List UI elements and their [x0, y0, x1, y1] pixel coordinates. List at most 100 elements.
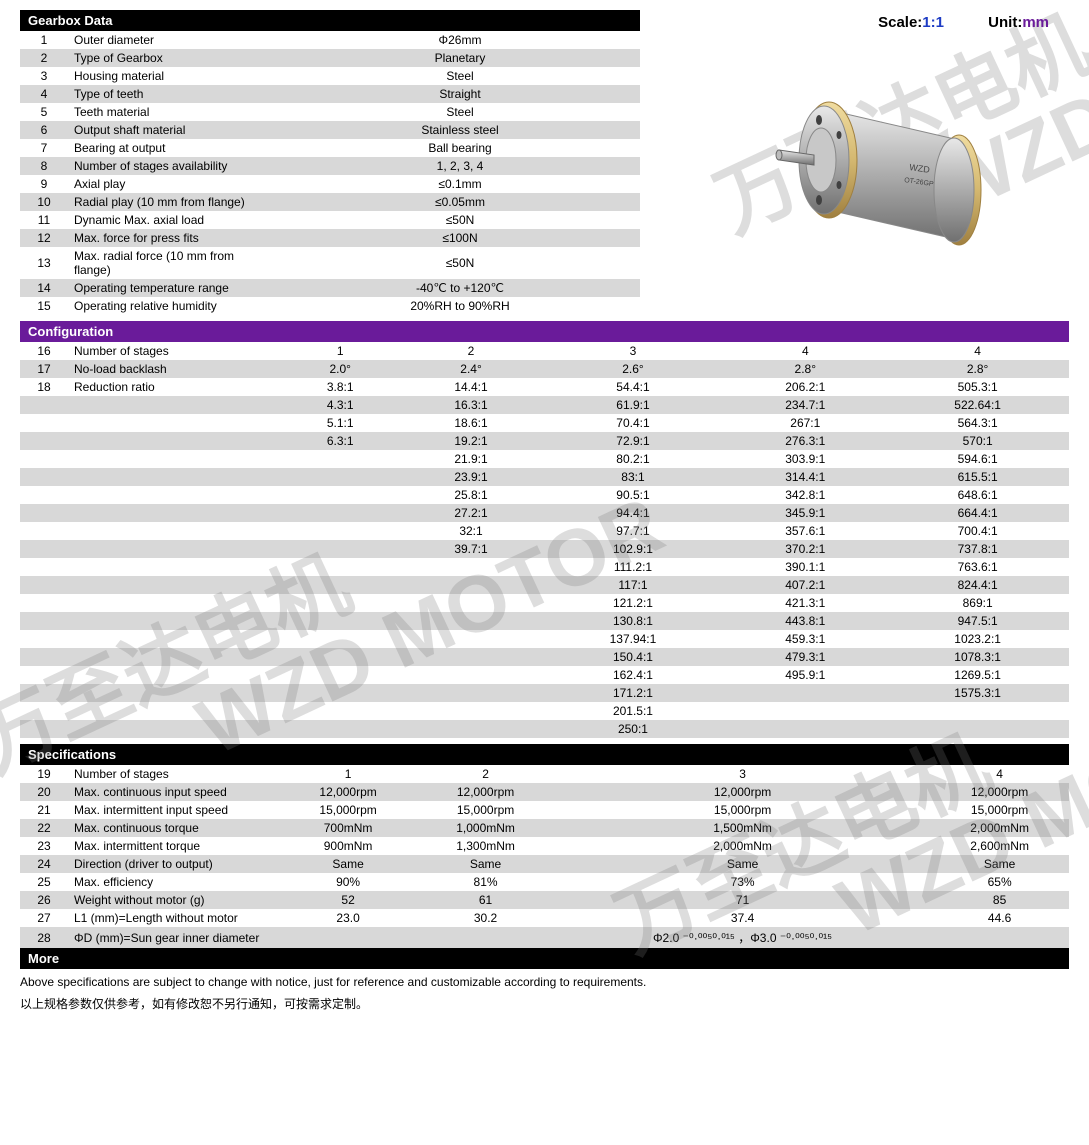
row-label: Max. continuous input speed [68, 783, 280, 801]
row-value: 267:1 [724, 414, 886, 432]
row-value: 250:1 [542, 720, 725, 738]
row-value: 4 [930, 765, 1069, 783]
table-row: 25.8:190.5:1342.8:1648.6:1 [20, 486, 1069, 504]
row-value [280, 927, 416, 948]
row-value: 19.2:1 [400, 432, 541, 450]
row-value: 2 [416, 765, 555, 783]
table-row: 3Housing materialSteel [20, 67, 640, 85]
table-row: 39.7:1102.9:1370.2:1737.8:1 [20, 540, 1069, 558]
row-value: 83:1 [542, 468, 725, 486]
row-label [68, 450, 280, 468]
table-row: 19Number of stages1234 [20, 765, 1069, 783]
row-value: 12,000rpm [416, 783, 555, 801]
table-row: 17No-load backlash2.0°2.4°2.6°2.8°2.8° [20, 360, 1069, 378]
row-value [280, 450, 400, 468]
row-label [68, 468, 280, 486]
row-value: ≤0.1mm [280, 175, 640, 193]
row-value: 44.6 [930, 909, 1069, 927]
row-value: 2.4° [400, 360, 541, 378]
row-label [68, 720, 280, 738]
row-value: ≤50N [280, 211, 640, 229]
row-label [68, 522, 280, 540]
row-value: 15,000rpm [280, 801, 416, 819]
row-value [280, 684, 400, 702]
row-label [68, 540, 280, 558]
row-value: 443.8:1 [724, 612, 886, 630]
row-index: 12 [20, 229, 68, 247]
row-index: 5 [20, 103, 68, 121]
table-row: 7Bearing at outputBall bearing [20, 139, 640, 157]
row-value: 1 [280, 765, 416, 783]
row-value: 505.3:1 [886, 378, 1069, 396]
row-value: Same [280, 855, 416, 873]
row-value: 1,500mNm [555, 819, 930, 837]
table-row: 26Weight without motor (g)52617185 [20, 891, 1069, 909]
row-value: 664.4:1 [886, 504, 1069, 522]
row-value: 61 [416, 891, 555, 909]
more-note-cn: 以上规格参数仅供参考，如有修改恕不另行通知，可按需求定制。 [20, 995, 1069, 1012]
row-index: 14 [20, 279, 68, 297]
row-label: Operating relative humidity [68, 297, 280, 315]
row-index [20, 630, 68, 648]
scale-value: 1:1 [922, 14, 944, 31]
row-label: Operating temperature range [68, 279, 280, 297]
row-label: Radial play (10 mm from flange) [68, 193, 280, 211]
row-value: 150.4:1 [542, 648, 725, 666]
row-value: 111.2:1 [542, 558, 725, 576]
row-value: 52 [280, 891, 416, 909]
row-value: 70.4:1 [542, 414, 725, 432]
row-value: 1, 2, 3, 4 [280, 157, 640, 175]
row-value: 3.8:1 [280, 378, 400, 396]
row-value: 61.9:1 [542, 396, 725, 414]
row-value: Planetary [280, 49, 640, 67]
row-index: 19 [20, 765, 68, 783]
row-value [724, 684, 886, 702]
table-row: 27.2:194.4:1345.9:1664.4:1 [20, 504, 1069, 522]
row-index: 27 [20, 909, 68, 927]
table-row: 10Radial play (10 mm from flange)≤0.05mm [20, 193, 640, 211]
row-value: 90.5:1 [542, 486, 725, 504]
row-label: Type of teeth [68, 85, 280, 103]
row-index [20, 540, 68, 558]
row-value: Same [555, 855, 930, 873]
row-index: 16 [20, 342, 68, 360]
row-index [20, 558, 68, 576]
row-value: 345.9:1 [724, 504, 886, 522]
row-value: 171.2:1 [542, 684, 725, 702]
row-index: 11 [20, 211, 68, 229]
row-label: Weight without motor (g) [68, 891, 280, 909]
row-index [20, 648, 68, 666]
row-label: Output shaft material [68, 121, 280, 139]
row-label: Number of stages [68, 765, 280, 783]
unit-value: mm [1022, 14, 1049, 31]
row-label [68, 504, 280, 522]
table-row: 201.5:1 [20, 702, 1069, 720]
row-value: 479.3:1 [724, 648, 886, 666]
row-value: 3 [555, 765, 930, 783]
row-value: 495.9:1 [724, 666, 886, 684]
row-value: 37.4 [555, 909, 930, 927]
table-row: 2Type of GearboxPlanetary [20, 49, 640, 67]
row-label [68, 612, 280, 630]
row-index: 28 [20, 927, 68, 948]
row-label [68, 576, 280, 594]
motor-image: WZD OT-26GP [759, 60, 1009, 280]
row-value [280, 720, 400, 738]
row-label [68, 684, 280, 702]
row-value: 1,300mNm [416, 837, 555, 855]
table-row: 15Operating relative humidity20%RH to 90… [20, 297, 640, 315]
row-value [280, 648, 400, 666]
table-row: 25Max. efficiency90%81%73%65% [20, 873, 1069, 891]
row-index [20, 468, 68, 486]
table-row: 23Max. intermittent torque900mNm1,300mNm… [20, 837, 1069, 855]
table-row: 11Dynamic Max. axial load≤50N [20, 211, 640, 229]
table-row: 130.8:1443.8:1947.5:1 [20, 612, 1069, 630]
row-value [400, 666, 541, 684]
row-index: 20 [20, 783, 68, 801]
row-value: 15,000rpm [555, 801, 930, 819]
row-value: 4 [724, 342, 886, 360]
row-index: 21 [20, 801, 68, 819]
row-value: 65% [930, 873, 1069, 891]
row-value [280, 594, 400, 612]
row-value: 90% [280, 873, 416, 891]
